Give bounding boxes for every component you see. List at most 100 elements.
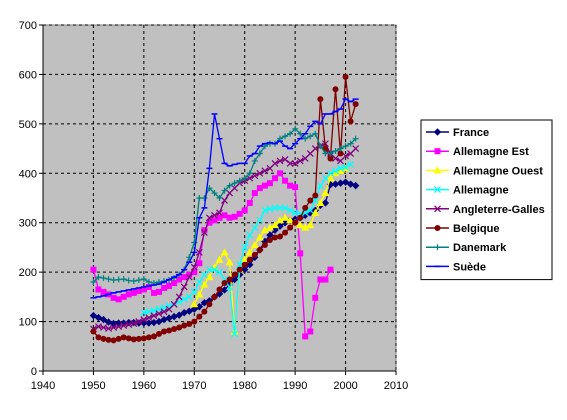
y-tick-label-200: 200 — [19, 267, 37, 279]
data-point-danemark — [110, 277, 117, 284]
data-point-allemagne — [337, 164, 344, 172]
axes: 0 100 200 300 400 500 600 700 1940 1950 1960 1970 19… — [19, 20, 409, 392]
data-point-belgique — [277, 233, 284, 240]
data-point-france — [175, 311, 183, 319]
legend-item-allemagne-est: Allemagne Est — [426, 146, 529, 158]
x-tick-label-1980: 1980 — [232, 380, 256, 392]
data-point-allemagne-est — [236, 210, 243, 217]
data-point-allemagne — [316, 182, 324, 190]
data-point-allemagne-est — [322, 276, 329, 283]
data-point-allemagne — [291, 209, 299, 217]
data-point-allemagne-ouest — [190, 300, 199, 308]
data-point-belgique — [297, 214, 304, 221]
data-point-allemagne — [216, 268, 223, 276]
data-point-allemagne — [180, 295, 188, 303]
data-point-angleterre-galles — [276, 157, 284, 165]
data-point-angleterre-galles — [221, 197, 228, 204]
series-belgique — [90, 73, 359, 344]
data-point-allemagne — [286, 206, 294, 214]
data-point-angleterre-galles — [216, 209, 223, 217]
data-point-allemagne-est — [251, 190, 258, 197]
data-point-allemagne-est — [130, 289, 137, 296]
data-point-allemagne-ouest — [321, 189, 330, 197]
data-point-allemagne-ouest — [326, 174, 335, 182]
legend-label: Allemagne — [453, 185, 509, 197]
data-point-danemark — [221, 187, 228, 194]
data-point-danemark — [317, 143, 324, 150]
data-point-angleterre-galles — [185, 273, 193, 281]
legend-item-allemagne: Allemagne — [426, 185, 509, 197]
data-point-allemagne-est — [181, 274, 188, 281]
data-point-angleterre-galles — [291, 159, 299, 167]
data-point-belgique — [100, 335, 107, 342]
data-point-allemagne-est — [282, 177, 289, 184]
data-point-allemagne — [281, 204, 289, 212]
data-point-allemagne-est — [150, 289, 157, 296]
data-point-angleterre-galles — [145, 314, 153, 322]
data-point-france — [190, 305, 198, 313]
y-tick-label-600: 600 — [19, 69, 37, 81]
data-point-danemark — [125, 277, 132, 284]
data-point-allemagne-est — [327, 266, 334, 273]
data-point-allemagne — [342, 163, 349, 171]
data-point-danemark — [307, 133, 314, 140]
legend-label: Belgique — [453, 223, 499, 235]
data-point-allemagne-ouest — [245, 248, 254, 256]
x-tick-label-1990: 1990 — [283, 380, 307, 392]
data-point-danemark — [145, 279, 152, 286]
legend-swatch-marker — [434, 186, 441, 194]
data-point-allemagne-est — [100, 288, 107, 295]
data-point-allemagne-ouest — [220, 248, 229, 256]
data-point-france — [185, 307, 193, 315]
data-point-allemagne-ouest — [270, 221, 279, 229]
data-point-allemagne — [251, 224, 259, 232]
data-point-france — [200, 299, 209, 307]
data-point-allemagne-est — [317, 276, 324, 283]
data-point-angleterre-galles — [205, 214, 213, 222]
data-point-allemagne-est — [256, 185, 263, 192]
data-point-angleterre-galles — [125, 321, 133, 328]
data-point-allemagne-est — [307, 328, 314, 335]
legend-label: France — [453, 127, 489, 139]
data-point-allemagne-ouest — [200, 280, 209, 288]
data-point-angleterre-galles — [160, 308, 168, 316]
data-point-allemagne — [256, 216, 264, 224]
data-point-france — [351, 181, 360, 190]
data-point-angleterre-galles — [211, 211, 218, 219]
data-point-angleterre-galles — [352, 145, 360, 152]
data-point-allemagne — [246, 231, 254, 239]
data-point-belgique — [216, 286, 223, 293]
data-point-allemagne-ouest — [225, 258, 234, 266]
data-point-france — [94, 313, 103, 322]
data-point-belgique — [166, 327, 173, 334]
legend-item-angleterre-galles: Angleterre-Galles — [426, 204, 545, 216]
data-point-belgique — [191, 318, 198, 325]
data-point-allemagne-est — [196, 260, 203, 267]
data-point-belgique — [155, 330, 162, 337]
data-point-allemagne-ouest — [306, 221, 315, 229]
data-point-danemark — [297, 130, 304, 137]
data-point-belgique — [171, 325, 178, 332]
data-point-angleterre-galles — [190, 263, 198, 271]
data-point-angleterre-galles — [130, 320, 138, 327]
data-point-angleterre-galles — [120, 322, 128, 329]
data-point-belgique — [90, 328, 97, 335]
data-point-belgique — [145, 334, 152, 341]
data-point-belgique — [322, 145, 329, 152]
data-point-allemagne-ouest — [260, 226, 269, 234]
data-point-allemagne — [327, 169, 334, 177]
legend-swatch-marker — [434, 225, 441, 231]
data-point-angleterre-galles — [296, 157, 304, 165]
legend-swatch-marker — [433, 128, 442, 136]
data-point-allemagne-ouest — [215, 255, 224, 263]
data-point-danemark — [241, 175, 248, 182]
data-point-france — [321, 199, 330, 207]
data-point-allemagne-est — [186, 271, 193, 278]
data-point-danemark — [140, 276, 147, 283]
data-point-danemark — [282, 133, 289, 140]
data-point-belgique — [251, 251, 258, 258]
x-tick-label-1970: 1970 — [182, 380, 206, 392]
data-point-allemagne-est — [266, 180, 273, 187]
data-point-allemagne — [190, 288, 198, 296]
